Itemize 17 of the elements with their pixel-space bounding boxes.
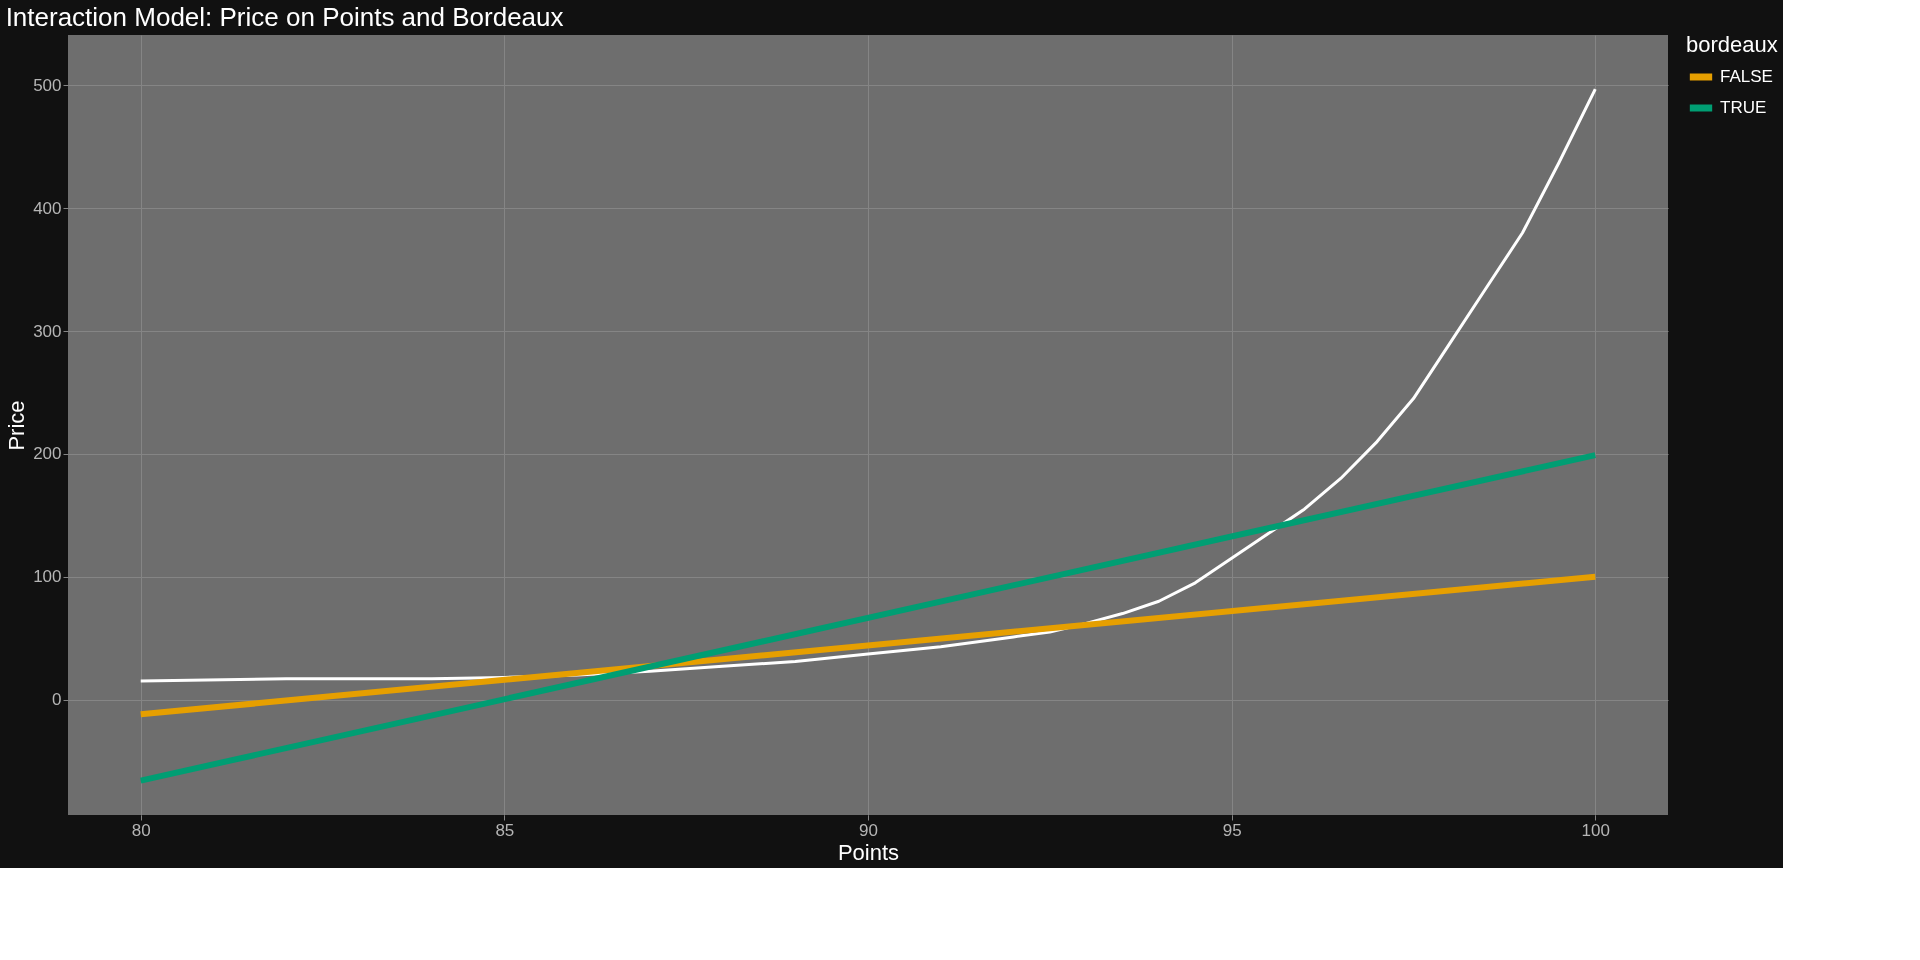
x-tick-label: 100 [1581,820,1610,840]
y-tick-label: 0 [52,690,62,710]
y-tick-label: 200 [33,444,62,464]
legend-label: FALSE [1720,67,1773,86]
x-tick-label: 80 [131,820,151,840]
legend-title: bordeaux [1686,32,1778,57]
legend-label: TRUE [1720,98,1767,117]
y-tick-label: 300 [33,321,62,341]
y-tick-label: 500 [33,75,62,95]
x-tick-label: 95 [1222,820,1242,840]
chart-title: Interaction Model: Price on Points and Bordeaux [5,2,564,32]
y-tick-label: 400 [33,198,62,218]
y-axis-title: Price [4,400,30,451]
x-tick-label: 90 [859,820,878,840]
x-tick-label: 85 [495,820,515,840]
x-axis-title: Points [837,839,900,865]
y-tick-label: 100 [33,567,62,587]
